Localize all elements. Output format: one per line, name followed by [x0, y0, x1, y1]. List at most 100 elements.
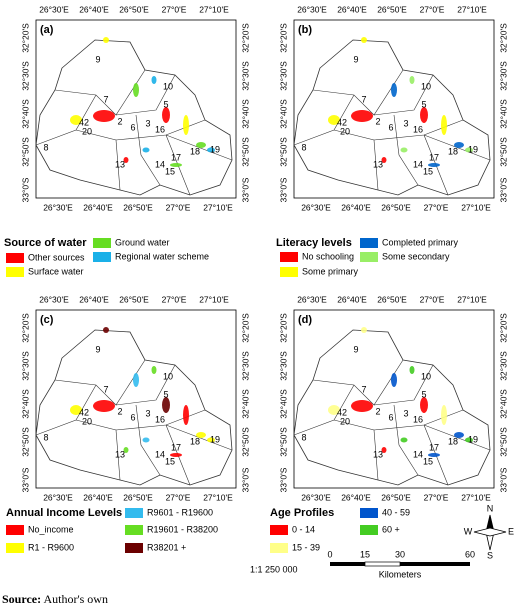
area-patch [123, 447, 129, 453]
area-patch [133, 83, 139, 97]
lon-tick-label: 26°30'E [297, 294, 327, 304]
legend-swatch [270, 525, 288, 535]
legend-swatch [6, 543, 24, 553]
lat-tick-label: 32°50'S [240, 137, 250, 167]
region-label: 19 [210, 434, 220, 444]
region-label: 9 [353, 344, 358, 354]
boundary [135, 404, 161, 476]
lon-tick-label: 27°0'E [420, 4, 445, 14]
legend-label: Surface water [28, 266, 84, 276]
area-patch [70, 115, 82, 125]
boundary [373, 364, 434, 406]
area-patch [391, 373, 397, 387]
lon-tick-label: 26°40'E [83, 202, 113, 212]
area-patch [103, 37, 109, 43]
lon-tick-label: 26°30'E [43, 492, 73, 502]
legend-swatch [125, 525, 143, 535]
lon-tick-label: 26°30'E [39, 4, 69, 14]
lon-tick-label: 26°40'E [83, 492, 113, 502]
legend-label: 60 + [382, 524, 400, 534]
area-patch [328, 405, 340, 415]
legend-swatch [125, 508, 143, 518]
area-patch [103, 327, 109, 333]
lat-tick-label: 32°40'S [498, 389, 508, 419]
region-label: 18 [190, 436, 200, 446]
region-label: 10 [163, 371, 173, 381]
lon-tick-label: 26°50'E [377, 294, 407, 304]
source-note: Source: Author's own [2, 592, 108, 607]
lat-tick-label: 32°20'S [498, 23, 508, 53]
lat-tick-label: 32°50'S [240, 427, 250, 457]
scale-tick: 60 [465, 549, 475, 559]
lat-tick-label: 32°40'S [20, 99, 30, 129]
lat-tick-label: 32°50'S [278, 427, 288, 457]
area-patch [428, 163, 440, 167]
area-patch [207, 147, 215, 153]
area-patch [328, 115, 340, 125]
lon-tick-label: 26°30'E [301, 492, 331, 502]
province-outline [293, 39, 491, 196]
legend-title: Literacy levels [276, 237, 352, 249]
region-label: 6 [130, 122, 135, 132]
area-patch [381, 157, 387, 163]
lat-tick-label: 32°50'S [498, 137, 508, 167]
scale-unit: Kilometers [379, 569, 422, 579]
region-label: 7 [103, 384, 108, 394]
legend-label: R9601 - R19600 [147, 507, 213, 517]
region-label: 6 [388, 412, 393, 422]
compass-e: E [508, 526, 514, 536]
area-patch [420, 397, 428, 413]
lon-tick-label: 27°10'E [203, 492, 233, 502]
lat-tick-label: 32°20'S [240, 23, 250, 53]
legend-label: Other sources [28, 252, 85, 262]
region-label: 9 [95, 344, 100, 354]
lon-tick-label: 27°10'E [203, 202, 233, 212]
region-label: 16 [155, 414, 165, 424]
region-label: 17 [171, 442, 181, 452]
region-label: 42 [337, 407, 347, 417]
region-label: 19 [468, 434, 478, 444]
legend-swatch [6, 267, 24, 277]
lat-tick-label: 32°40'S [498, 99, 508, 129]
lat-tick-label: 33°0'S [20, 467, 30, 492]
legend-swatch [280, 267, 298, 277]
lon-tick-label: 26°30'E [301, 202, 331, 212]
lat-tick-label: 33°0'S [278, 467, 288, 492]
legend-swatch [360, 525, 378, 535]
scale-tick: 15 [360, 549, 370, 559]
lat-tick-label: 32°40'S [278, 389, 288, 419]
region-label: 2 [117, 406, 122, 416]
area-patch [183, 115, 189, 135]
boundary [312, 359, 404, 406]
legend-title: Annual Income Levels [6, 507, 122, 519]
scale-ratio: 1:1 250 000 [250, 564, 298, 574]
region-label: 5 [421, 99, 426, 109]
region-label: 15 [165, 456, 175, 466]
legend-label: 15 - 39 [292, 542, 320, 552]
lat-tick-label: 32°50'S [498, 427, 508, 457]
compass-w: W [464, 526, 473, 536]
region-label: 8 [301, 142, 306, 152]
region-label: 14 [155, 449, 165, 459]
region-label: 5 [421, 389, 426, 399]
north-arrow: N E S W [464, 503, 514, 560]
region-label: 18 [448, 146, 458, 156]
lat-tick-label: 32°30'S [240, 61, 250, 91]
region-label: 3 [145, 118, 150, 128]
region-label: 5 [163, 389, 168, 399]
region-label: 8 [301, 432, 306, 442]
province-outline [35, 329, 233, 486]
lat-tick-label: 32°30'S [20, 61, 30, 91]
lon-tick-label: 26°50'E [123, 202, 153, 212]
region-label: 15 [165, 166, 175, 176]
lon-tick-label: 27°10'E [199, 294, 229, 304]
scale-tick: 30 [395, 549, 405, 559]
lon-tick-label: 27°0'E [166, 202, 191, 212]
legend-swatch [6, 525, 24, 535]
panel-label: (d) [298, 314, 312, 326]
region-label: 7 [361, 384, 366, 394]
